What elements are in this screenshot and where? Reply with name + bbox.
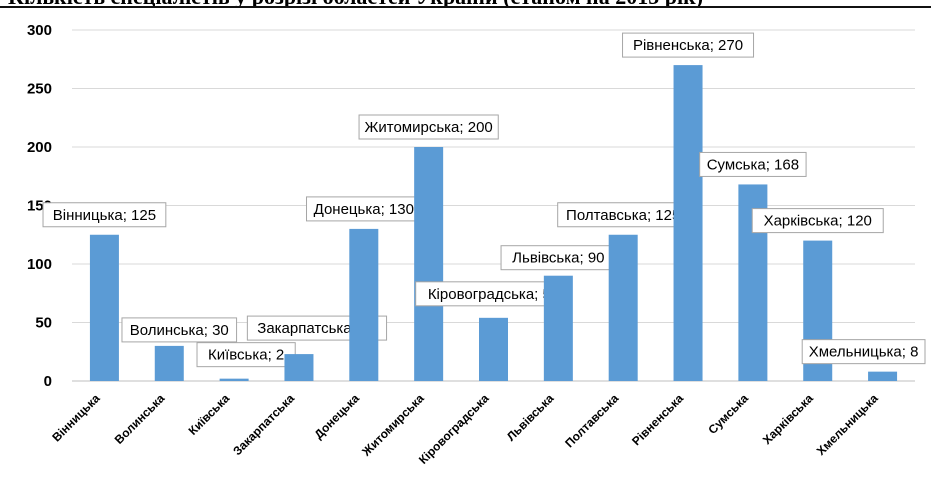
data-label: Сумська; 168 — [707, 156, 799, 173]
data-label: Київська; 2 — [208, 347, 284, 364]
bar — [89, 234, 119, 381]
y-tick-label: 300 — [27, 22, 52, 39]
x-tick-label: Сумська — [705, 391, 751, 437]
y-tick-label: 100 — [27, 256, 52, 273]
data-label-box — [557, 202, 690, 228]
data-label: Донецька; 130 — [314, 201, 414, 218]
x-tick-label: Хмельницька — [814, 391, 881, 458]
data-label: Львівська; 90 — [512, 250, 604, 267]
data-label-box — [699, 151, 807, 177]
y-tick-label: 0 — [44, 373, 52, 390]
x-tick-label: Полтавська — [562, 391, 621, 450]
data-label: Житомирська; 200 — [365, 119, 493, 136]
data-label-box — [196, 342, 296, 368]
bar — [868, 371, 898, 381]
data-label-box — [358, 114, 499, 140]
bar — [349, 228, 379, 381]
bar — [543, 275, 573, 381]
bar — [219, 378, 249, 381]
data-label-box — [121, 317, 238, 343]
data-label: Вінницька; 125 — [53, 207, 156, 224]
x-tick-label: Закарпатська — [230, 391, 297, 458]
x-tick-label: Житомирська — [359, 391, 427, 459]
data-label: Хмельницька; 8 — [809, 344, 919, 361]
bar — [154, 345, 184, 381]
x-tick-label: Донецька — [311, 391, 362, 442]
bar — [414, 147, 444, 381]
data-label: Харківська; 120 — [764, 213, 872, 230]
x-tick-label: Львівська — [504, 391, 557, 444]
x-tick-label: Рівненська — [629, 391, 686, 448]
divider-line — [0, 6, 931, 8]
bar — [479, 317, 508, 381]
data-label: Полтавська; 125 — [566, 207, 680, 224]
data-label-box — [42, 202, 167, 228]
page-title: Кількість спеціалістів у розрізі областе… — [0, 0, 931, 8]
data-label: Кіровоградська; 54 — [428, 286, 559, 303]
data-label-box — [622, 32, 755, 58]
bar — [673, 65, 703, 381]
bar — [284, 354, 314, 381]
data-label: Волинська; 30 — [130, 322, 229, 339]
x-tick-label: Вінницька — [49, 391, 102, 444]
data-label-box — [306, 196, 422, 222]
x-tick-label: Харківська — [760, 391, 816, 447]
x-tick-label: Київська — [186, 391, 233, 438]
data-label: Рівненська; 270 — [633, 37, 743, 54]
y-tick-label: 200 — [27, 139, 52, 156]
bar — [608, 234, 638, 381]
y-tick-label: 50 — [35, 315, 52, 332]
data-label-box — [801, 339, 926, 365]
data-label-box — [751, 208, 884, 234]
x-tick-label: Кіровоградська — [416, 391, 492, 467]
data-label: Закарпатська; 23 — [257, 320, 376, 337]
x-tick-label: Волинська — [112, 391, 168, 447]
y-tick-label: 250 — [27, 81, 52, 98]
